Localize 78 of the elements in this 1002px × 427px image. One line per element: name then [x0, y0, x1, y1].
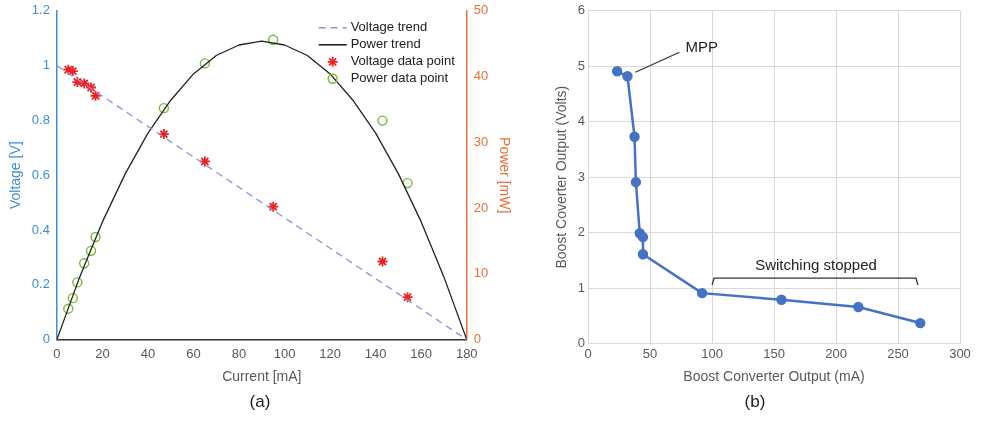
y-tick-label: 0.6	[31, 166, 50, 182]
point	[85, 245, 97, 257]
point	[79, 258, 90, 269]
annotation: MPP	[685, 38, 718, 56]
y-tick-label: 6	[577, 2, 586, 18]
point	[629, 131, 640, 142]
x-tick-label: 100	[273, 345, 296, 361]
point	[198, 155, 211, 168]
y-tick-label: 0.4	[31, 221, 50, 237]
annotation: Switching stopped	[754, 256, 878, 273]
y2-tick-label: 20	[473, 199, 489, 215]
x-tick-label: 300	[949, 345, 971, 361]
x-tick-label: 50	[642, 345, 658, 361]
text: (b)	[743, 392, 767, 412]
x-tick-label: 150	[763, 345, 785, 361]
text: (a)	[248, 392, 272, 412]
y2-tick-label: 10	[473, 265, 489, 281]
point	[853, 301, 864, 313]
y-tick-label: 1	[42, 57, 50, 73]
point	[637, 249, 649, 260]
y2-tick-label: 50	[473, 2, 489, 18]
y-tick-label: 1.2	[31, 2, 50, 18]
y2-tick-label: 40	[473, 68, 489, 84]
point	[611, 66, 623, 77]
y2-tick-label: 30	[473, 133, 489, 149]
y-tick-label: 4	[577, 113, 586, 129]
point	[199, 58, 211, 69]
point	[630, 176, 642, 188]
x-tick-label: 20	[95, 345, 110, 361]
x-tick-label: 140	[364, 345, 387, 361]
point	[267, 34, 279, 45]
point	[157, 128, 170, 140]
legend-label: Voltage data point	[350, 53, 456, 69]
y-tick-label: 0.8	[31, 111, 50, 127]
point	[89, 89, 102, 102]
x-axis-title: Current [mA]	[222, 368, 302, 385]
y-tick-label: 2	[577, 224, 586, 240]
y-axis-title: Voltage [V]	[7, 141, 24, 210]
x-tick-label: 200	[825, 345, 847, 361]
point	[67, 292, 79, 304]
point	[72, 277, 83, 288]
legend-label: Voltage trend	[350, 19, 428, 35]
point	[376, 255, 389, 268]
x-tick-label: 160	[410, 345, 433, 361]
legend-label: Power data point	[350, 70, 449, 86]
point	[401, 291, 414, 304]
point	[622, 71, 633, 82]
y-tick-label: 3	[577, 168, 586, 184]
point	[402, 177, 413, 189]
x-tick-label: 80	[231, 345, 247, 361]
x-tick-label: 60	[186, 345, 201, 361]
point	[915, 317, 926, 329]
point	[85, 81, 97, 94]
y-axis-title: Boost Coverter Output (Volts)	[553, 85, 570, 269]
x-tick-label: 0	[53, 345, 61, 361]
y2-tick-label: 0	[473, 331, 481, 347]
y-tick-label: 0	[577, 335, 586, 351]
x-axis-title: Boost Converter Output (mA)	[683, 368, 865, 385]
y-tick-label: 0.2	[31, 276, 50, 292]
point	[776, 294, 787, 305]
x-tick-label: 100	[701, 345, 723, 361]
point	[637, 231, 649, 243]
point	[78, 77, 91, 90]
point	[63, 303, 74, 314]
x-tick-label: 180	[455, 345, 478, 361]
x-tick-label: 120	[319, 345, 341, 361]
point	[267, 200, 280, 213]
y-tick-label: 5	[577, 57, 586, 73]
x-tick-label: 250	[887, 345, 909, 361]
x-tick-label: 40	[140, 345, 156, 361]
point	[377, 115, 388, 126]
point	[90, 231, 101, 243]
legend-label: Power trend	[350, 36, 421, 52]
y-tick-label: 1	[577, 279, 586, 295]
y-tick-label: 0	[42, 331, 50, 347]
point	[696, 287, 708, 299]
y2-axis-title: Power [mW]	[496, 137, 513, 214]
point	[158, 102, 170, 114]
